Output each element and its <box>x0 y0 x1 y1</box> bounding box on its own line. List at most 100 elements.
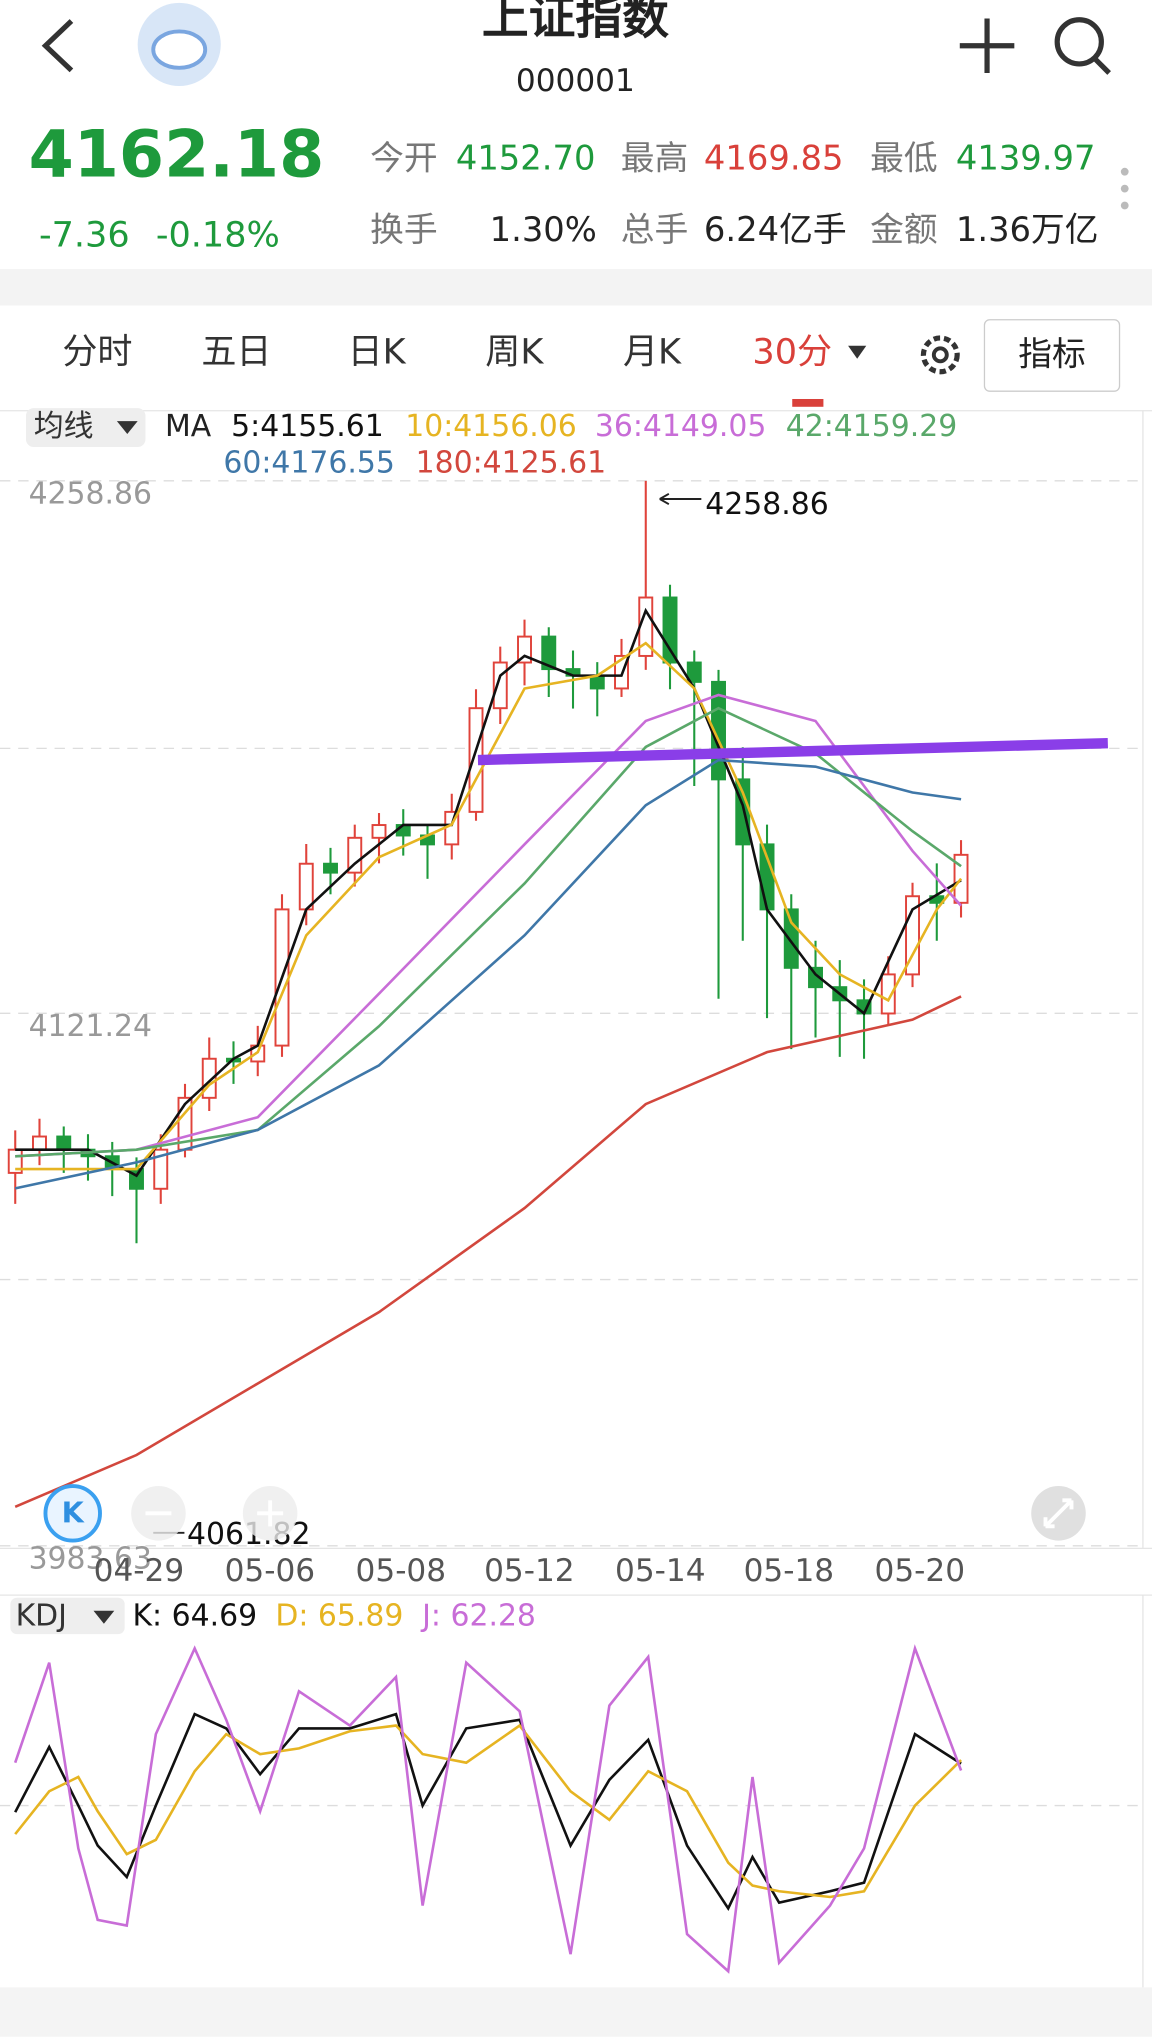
fullscreen-icon <box>1043 1498 1074 1529</box>
y-tick-label: 3983.63 <box>29 1542 152 1577</box>
stat-value: 1.30% <box>490 210 597 249</box>
x-tick-label: 05-06 <box>225 1553 316 1589</box>
kdj-line <box>14 1723 962 1899</box>
candle-body <box>32 1135 47 1151</box>
candle-body <box>56 1135 72 1151</box>
stat-value: 1.36万亿 <box>956 210 1099 249</box>
title: 上证指数 <box>482 0 669 46</box>
separator <box>0 269 1152 306</box>
x-tick-label: 05-20 <box>875 1553 966 1589</box>
candle-body <box>541 635 557 671</box>
more-dot[interactable] <box>1120 201 1129 210</box>
kdj-line <box>13 1644 963 1974</box>
candle-body <box>492 661 508 710</box>
tab[interactable]: 周K <box>485 332 544 373</box>
ma-line <box>15 706 962 1158</box>
ma-selector[interactable] <box>25 408 146 448</box>
stat-value: 6.24亿手 <box>704 210 847 249</box>
ma-legend: 5:4155.61 <box>231 409 384 444</box>
ma-legend: 60:4176.55 <box>223 445 395 480</box>
candle-body <box>662 596 678 664</box>
stats: 今开 4152.70 最高 4169.85 最低 4139.97 换手 1.30% 总手 6.24… <box>370 139 1098 249</box>
settings-button[interactable] <box>920 335 960 375</box>
tab-dropdown <box>848 345 867 359</box>
dropdown-arrow <box>116 421 138 435</box>
candle-body <box>371 824 387 839</box>
stat-label: 最高 <box>621 139 689 178</box>
price: 4162.18 <box>29 117 325 192</box>
ma-selector-label: 均线 <box>34 409 94 444</box>
candle-body <box>686 661 702 683</box>
candle-chart: 3983.63 4121.24 4258.86 04-29 05-06 05-08 05-1… <box>0 409 1143 1589</box>
change: -7.36 <box>39 215 130 256</box>
candle-body <box>298 862 314 911</box>
candle-body <box>880 973 896 1015</box>
ma-legend: 10:4156.06 <box>405 409 577 444</box>
candle-body <box>783 908 799 969</box>
tab[interactable]: 月K <box>623 332 682 373</box>
ma-legend: 180:4125.61 <box>416 445 607 480</box>
candle-body <box>347 836 363 874</box>
settings-core <box>931 346 949 364</box>
ma-line <box>14 758 962 1190</box>
k-icon: K <box>62 1496 85 1530</box>
stat-label: 总手 <box>621 210 689 249</box>
candle-body <box>323 862 338 874</box>
stat-label: 最低 <box>870 139 938 178</box>
tab-underline <box>792 398 824 407</box>
avatar-face <box>151 29 208 70</box>
footer <box>0 1987 1152 2037</box>
more-dot[interactable] <box>1120 167 1129 176</box>
kdj-line <box>14 1712 962 1912</box>
search-button[interactable] <box>1054 17 1104 67</box>
drawn-trend-line <box>477 737 1108 766</box>
ma-line <box>15 641 963 1171</box>
k-button[interactable] <box>43 1484 102 1543</box>
ma-line <box>15 607 962 1178</box>
tabs: 分时 五日 日K 周K 月K 30分 <box>62 332 867 407</box>
kdj-selector[interactable] <box>10 1597 125 1635</box>
add-button[interactable] <box>959 18 1015 74</box>
kdj-legend: J: 62.28 <box>420 1599 536 1634</box>
candle-body <box>153 1148 169 1190</box>
stat-value: 4152.70 <box>456 139 596 178</box>
candle-body <box>808 966 823 989</box>
kdj-selector-label: KDJ <box>16 1599 67 1634</box>
ma-legend: 36:4149.05 <box>595 409 767 444</box>
indicator-label: 指标 <box>1018 335 1086 374</box>
ma-legend: 42:4159.29 <box>786 409 958 444</box>
code: 000001 <box>516 63 635 99</box>
back-button[interactable] <box>41 19 74 73</box>
stat-label: 今开 <box>370 139 438 178</box>
ma-label: MA <box>165 409 212 444</box>
tab[interactable]: 分时 <box>62 332 132 373</box>
kdj-legend: K: 64.69 <box>132 1599 257 1634</box>
x-tick-label: 05-14 <box>615 1553 706 1589</box>
tab[interactable]: 30分 <box>752 332 832 373</box>
stat-label: 金额 <box>870 210 938 249</box>
x-tick-label: 05-12 <box>484 1553 575 1589</box>
y-tick-label: 4258.86 <box>29 477 152 512</box>
stat-value: 4139.97 <box>956 139 1096 178</box>
high-arrow-head <box>659 492 670 506</box>
high-annotation: 4258.86 <box>705 487 828 522</box>
stat-value: 4169.85 <box>704 139 844 178</box>
x-tick-label: 05-18 <box>744 1553 835 1589</box>
x-tick-label: 04-29 <box>94 1553 185 1589</box>
dropdown-arrow <box>93 1610 115 1624</box>
stat-label: 换手 <box>370 210 438 249</box>
ma-line <box>15 693 963 1158</box>
kdj-legend: D: 65.89 <box>275 1599 403 1634</box>
tab[interactable]: 日K <box>348 332 407 373</box>
zoom-in-icon <box>257 1500 284 1527</box>
tab[interactable]: 五日 <box>201 332 271 373</box>
x-tick-label: 05-08 <box>356 1553 447 1589</box>
search-handle <box>1093 56 1111 75</box>
candle-body <box>735 778 751 846</box>
change-pct: -0.18% <box>156 215 280 256</box>
more-dot[interactable] <box>1120 184 1129 193</box>
y-tick-label: 4121.24 <box>29 1009 152 1044</box>
indicator-button[interactable] <box>983 319 1121 392</box>
